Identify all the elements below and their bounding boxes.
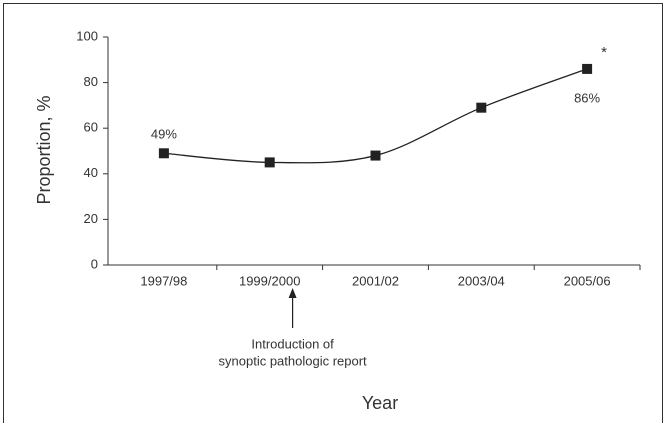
line bbox=[163, 68, 588, 164]
y-axis-label: Proportion, % bbox=[34, 95, 54, 204]
point bbox=[158, 148, 169, 159]
point bbox=[582, 63, 593, 74]
point bbox=[476, 102, 487, 113]
x-tick-label: 2003/04 bbox=[458, 273, 505, 288]
annotation-text: Introduction of bbox=[251, 336, 334, 351]
y-tick-label: 20 bbox=[84, 211, 98, 226]
y-tick-label: 60 bbox=[84, 120, 98, 135]
point bbox=[370, 150, 381, 161]
y-tick-label: 100 bbox=[76, 28, 98, 43]
data-label: 86% bbox=[574, 90, 600, 105]
annotation-marker: * bbox=[601, 44, 607, 61]
data-label: 49% bbox=[151, 127, 177, 142]
x-axis-label: Year bbox=[362, 393, 398, 413]
frame bbox=[3, 3, 663, 423]
x-tick-label: 1999/2000 bbox=[239, 273, 300, 288]
y-tick-label: 40 bbox=[84, 165, 98, 180]
x-tick-label: 1997/98 bbox=[140, 273, 187, 288]
y-tick-label: 80 bbox=[84, 74, 98, 89]
point bbox=[264, 157, 275, 168]
x-tick-label: 2001/02 bbox=[352, 273, 399, 288]
y-tick-label: 0 bbox=[91, 256, 98, 271]
arrow-head bbox=[288, 288, 297, 298]
annotation-text: synoptic pathologic report bbox=[219, 353, 368, 368]
x-tick-label: 2005/06 bbox=[564, 273, 611, 288]
